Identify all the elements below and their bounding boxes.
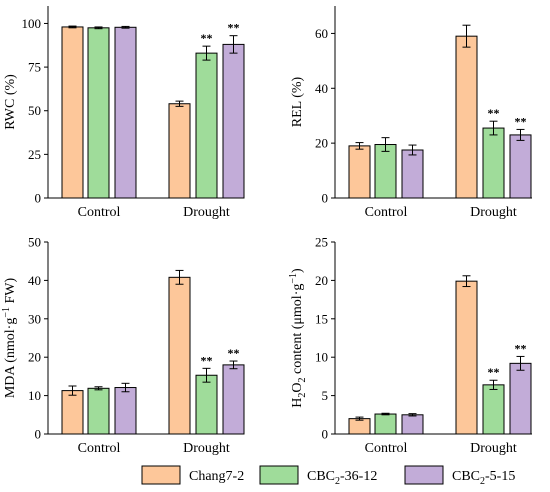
bar-chang7-2-control: [61, 390, 84, 435]
significance-label: **: [228, 21, 240, 35]
bar-chang7-2-drought: [168, 103, 191, 199]
y-axis-title: REL (%): [290, 76, 305, 127]
bar-cbc2-5-15-control: [401, 149, 424, 199]
y-axis-title: MDA (nmol·g−1 FW): [1, 278, 18, 399]
legend-label-cbc2-5-15: CBC2-5-15: [452, 469, 515, 487]
significance-label: **: [515, 114, 527, 128]
chart-panel-3: 0 10 20 30 40 50 MDA (nmol·g−1 FW) Control Droug…: [1, 235, 245, 456]
bar-cbc2-36-12-control: [87, 387, 110, 435]
x-category-label: Drought: [183, 441, 230, 456]
legend-label-cbc2-36-12: CBC2-36-12: [307, 469, 377, 487]
bar-cbc2-36-12-control: [374, 144, 397, 199]
bar-chang7-2-drought: [455, 280, 478, 435]
significance-label: **: [201, 353, 213, 367]
legend-swatch-cbc2-36-12: [259, 465, 299, 485]
bar-cbc2-5-15-drought: [509, 362, 532, 435]
y-tick-label: 100: [22, 16, 42, 31]
bar-chang7-2-control: [61, 26, 84, 199]
y-tick-label: 10: [315, 350, 328, 365]
bar-cbc2-36-12-control: [87, 27, 110, 199]
y-tick-label: 25: [28, 147, 41, 162]
y-tick-label: 25: [315, 235, 328, 250]
bar-cbc2-5-15-control: [114, 26, 137, 199]
chart-panel-2: 0 20 40 60 REL (%) Control Drought ** **: [290, 6, 532, 220]
chart-panel-1: 0 25 50 75 100 RWC (%) Control Drought ** **: [3, 6, 245, 220]
x-category-label: Control: [365, 441, 408, 456]
x-category-label: Drought: [183, 205, 230, 220]
y-tick-label: 20: [315, 136, 328, 151]
legend-label-chang7-2: Chang7-2: [189, 469, 244, 484]
significance-label: **: [488, 365, 500, 379]
significance-label: **: [228, 346, 240, 360]
x-category-label: Drought: [470, 205, 517, 220]
y-tick-label: 40: [28, 273, 41, 288]
legend-swatch-cbc2-5-15: [404, 465, 444, 485]
y-tick-label: 20: [28, 350, 41, 365]
y-tick-label: 15: [315, 311, 328, 326]
bar-cbc2-36-12-drought: [195, 52, 218, 199]
bar-cbc2-5-15-drought: [222, 364, 245, 435]
x-category-label: Control: [78, 441, 121, 456]
y-axis-title: RWC (%): [3, 74, 18, 130]
y-tick-label: 30: [28, 311, 41, 326]
bar-chang7-2-control: [348, 418, 371, 435]
chart-panel-4: 0 5 10 15 20 25 H2O2 content (μmol·g−1) Control…: [288, 235, 532, 456]
significance-label: **: [201, 31, 213, 45]
y-tick-label: 0: [322, 427, 329, 442]
y-axis-title: H2O2 content (μmol·g−1): [288, 268, 308, 408]
bar-cbc2-36-12-control: [374, 413, 397, 435]
y-tick-label: 0: [35, 191, 42, 206]
x-category-label: Control: [78, 205, 121, 220]
y-tick-label: 10: [28, 388, 41, 403]
legend: Chang7-2 CBC2-36-12 CBC2-5-15: [141, 465, 515, 487]
bar-chang7-2-control: [348, 145, 371, 199]
bar-cbc2-5-15-drought: [509, 134, 532, 199]
legend-swatch-chang7-2: [141, 465, 181, 485]
y-tick-label: 0: [35, 427, 42, 442]
y-tick-label: 5: [322, 388, 329, 403]
significance-label: **: [488, 106, 500, 120]
bar-cbc2-5-15-control: [401, 414, 424, 435]
bar-cbc2-36-12-drought: [482, 127, 505, 199]
bar-cbc2-36-12-drought: [482, 384, 505, 435]
bar-chang7-2-drought: [168, 276, 191, 435]
y-tick-label: 40: [315, 81, 328, 96]
y-tick-label: 50: [28, 103, 41, 118]
y-tick-label: 50: [28, 235, 41, 250]
y-tick-label: 0: [322, 191, 329, 206]
bar-cbc2-5-15-drought: [222, 43, 245, 199]
y-tick-label: 60: [315, 26, 328, 41]
x-category-label: Drought: [470, 441, 517, 456]
significance-label: **: [515, 341, 527, 355]
y-tick-label: 75: [28, 60, 41, 75]
x-category-label: Control: [365, 205, 408, 220]
bar-cbc2-5-15-control: [114, 387, 137, 435]
bar-chang7-2-drought: [455, 35, 478, 199]
bar-cbc2-36-12-drought: [195, 374, 218, 435]
y-tick-label: 20: [315, 273, 328, 288]
